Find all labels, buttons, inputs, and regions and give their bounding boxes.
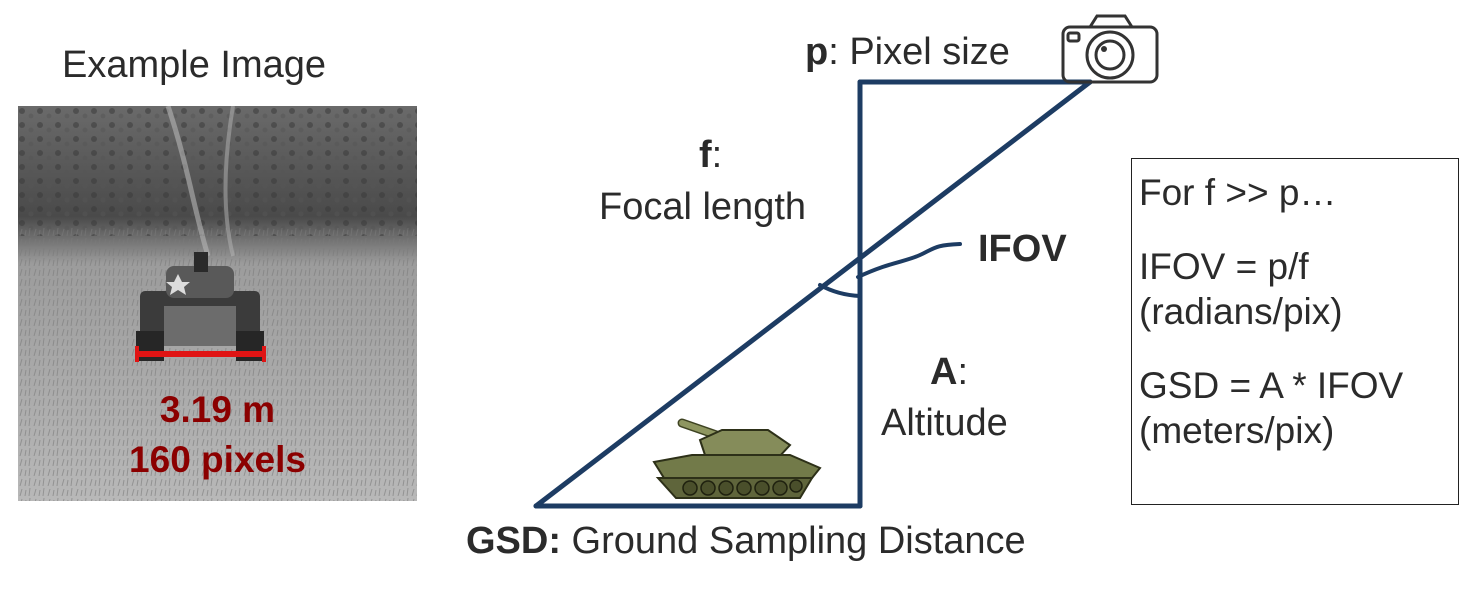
focal-length-label: Focal length (599, 186, 807, 228)
ifov-unit: (radians/pix) (1139, 290, 1343, 332)
line-of-sight (533, 79, 1093, 509)
ifov-leader-line (856, 242, 962, 279)
tank-icon (652, 418, 822, 499)
formula-intro: For f >> p… (1139, 172, 1337, 213)
ifov-angle-arc (818, 283, 862, 298)
pixel-size-label: p: Pixel size (805, 31, 1010, 73)
focal-symbol: f: (699, 134, 723, 176)
gsd-equation: GSD = A * IFOV (1139, 365, 1404, 407)
measure-meters: 3.19 m (159, 389, 276, 430)
ifov-label: IFOV (978, 228, 1067, 270)
measurement-bar (135, 346, 266, 362)
formula-box: For f >> p… IFOV = p/f (radians/pix) GSD… (1131, 158, 1459, 505)
gsd-label: GSD: Ground Sampling Distance (466, 520, 1026, 562)
example-image-title: Example Image (62, 44, 327, 86)
altitude-symbol: A: (930, 351, 969, 393)
camera-icon (1061, 14, 1159, 84)
tank-photo-image (18, 106, 417, 501)
measure-pixels: 160 pixels (129, 439, 306, 480)
gsd-unit: (meters/pix) (1139, 409, 1335, 451)
example-photo: 3.19 m 160 pixels (18, 106, 417, 501)
ifov-equation: IFOV = p/f (1139, 246, 1309, 288)
altitude-label: Altitude (881, 402, 1008, 444)
